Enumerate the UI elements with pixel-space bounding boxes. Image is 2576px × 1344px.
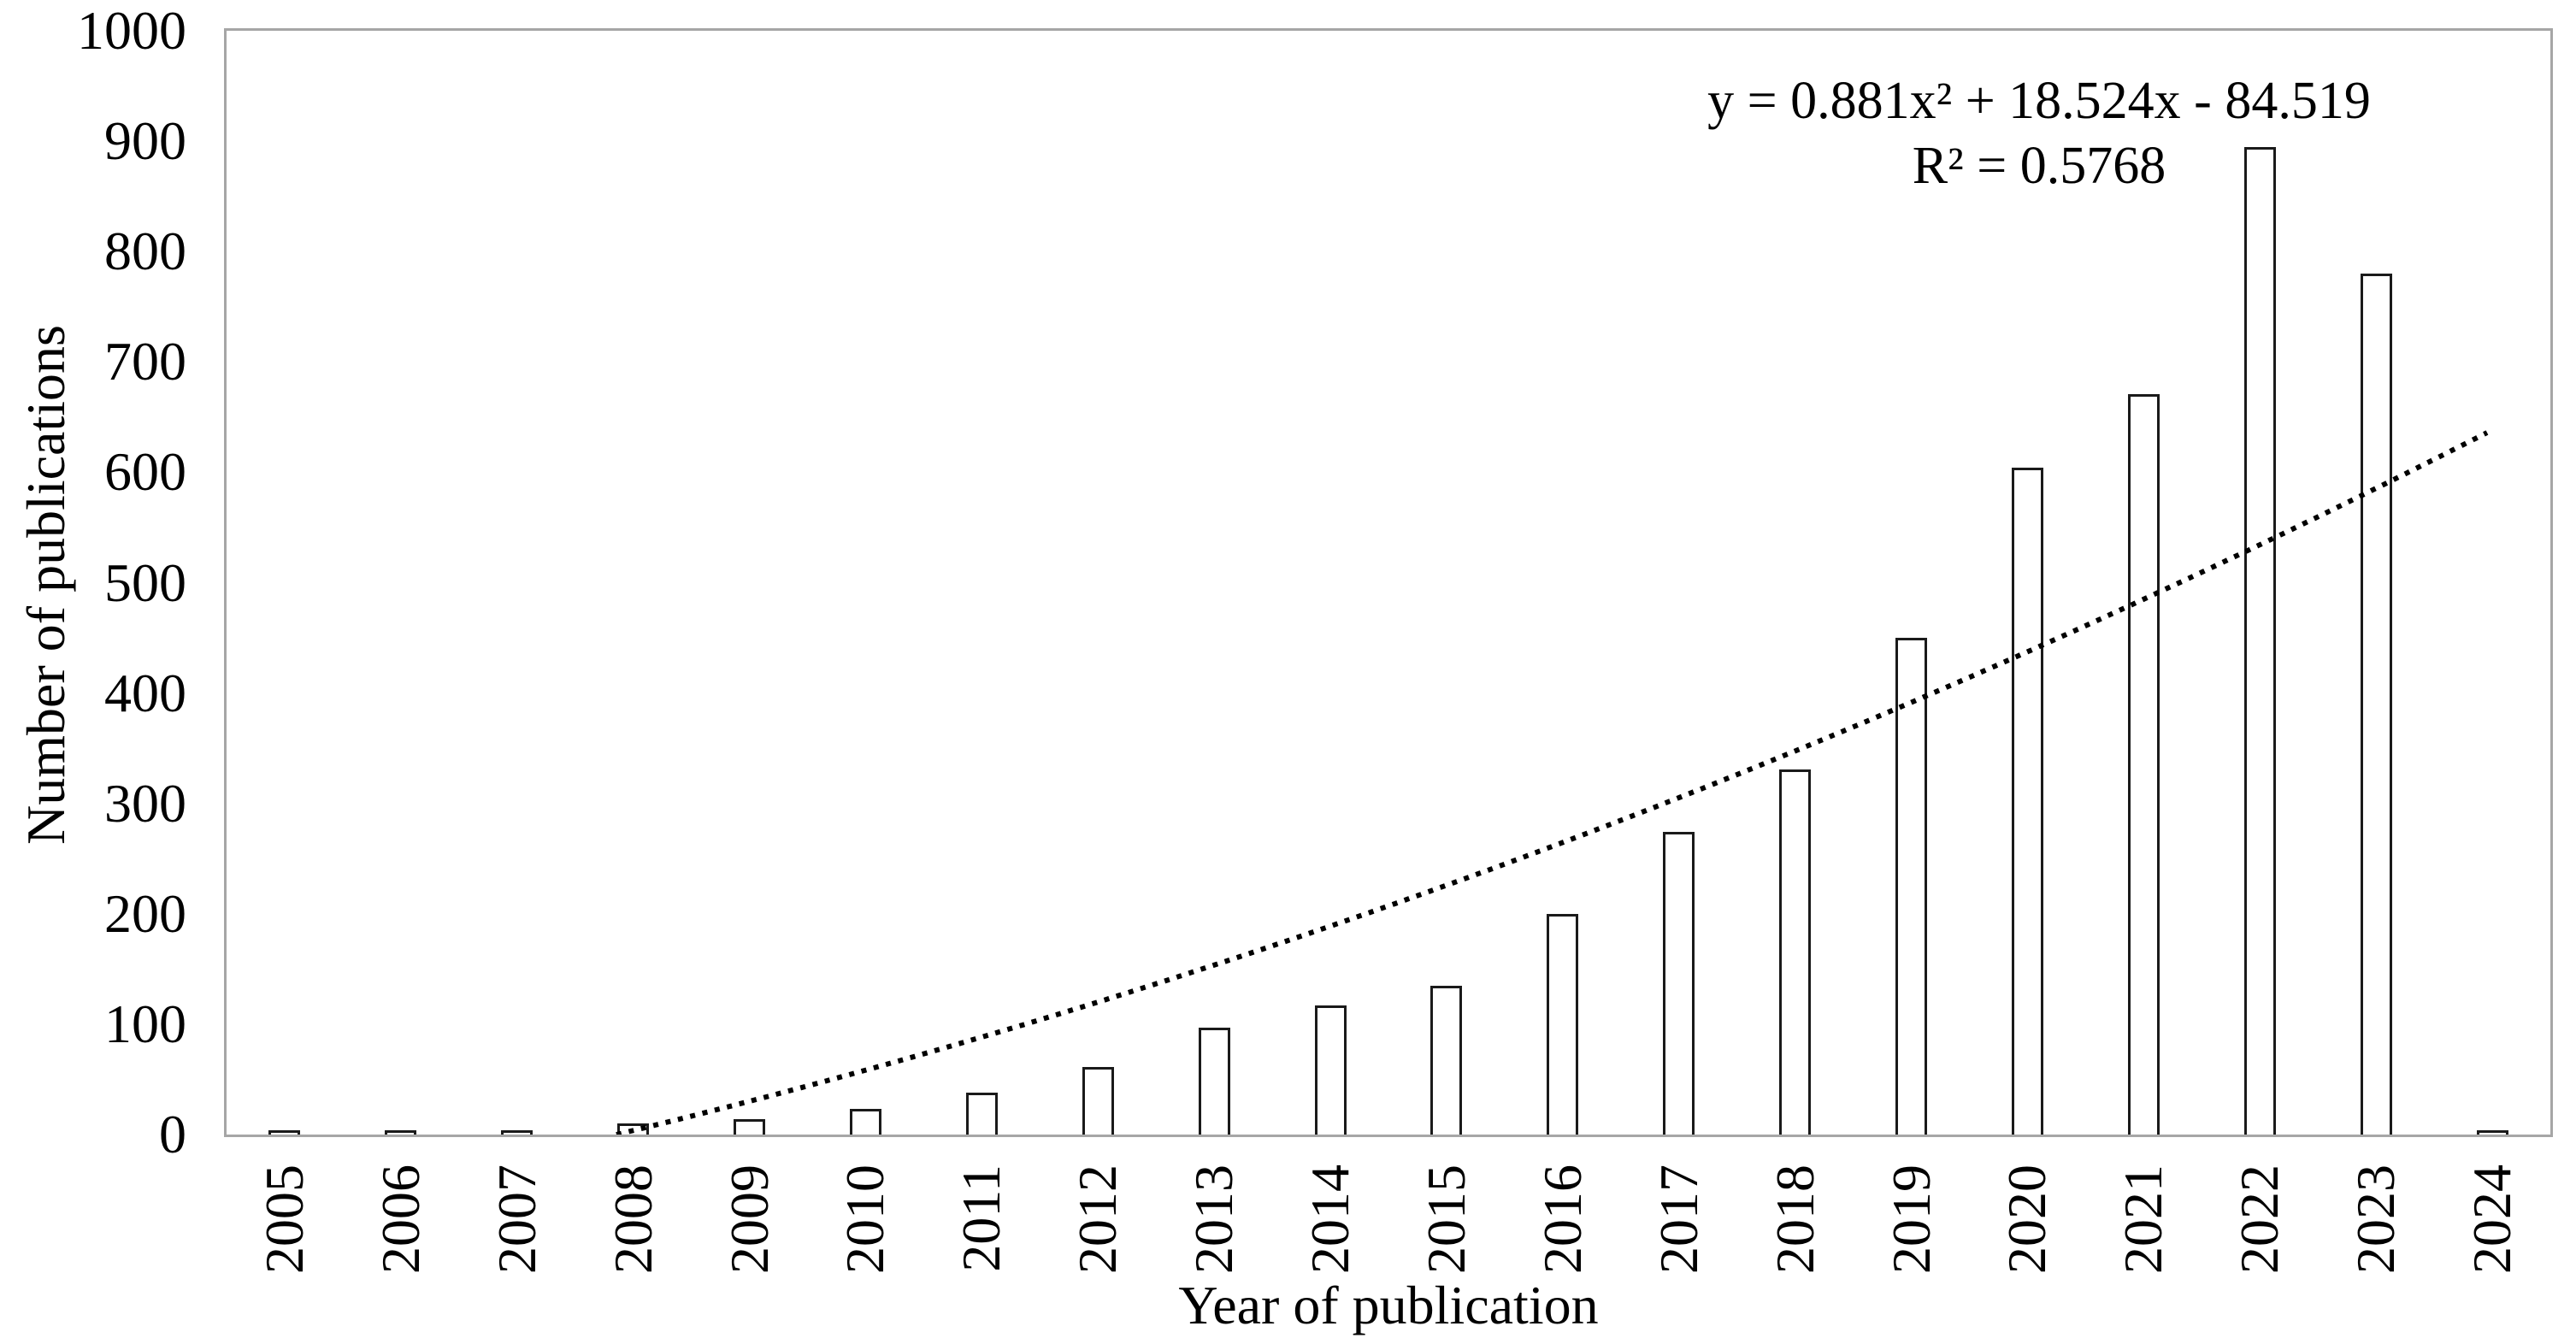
plot-area bbox=[224, 28, 2553, 1137]
bar-2014 bbox=[1314, 1005, 1347, 1135]
bar-2011 bbox=[965, 1092, 998, 1135]
x-tick-label-2024: 2024 bbox=[2461, 1164, 2523, 1274]
x-tick-label-2023: 2023 bbox=[2345, 1164, 2407, 1274]
y-tick-label-600: 600 bbox=[104, 441, 186, 503]
x-tick-label-2021: 2021 bbox=[2113, 1164, 2174, 1274]
bar-2020 bbox=[2011, 468, 2043, 1135]
bar-2022 bbox=[2243, 146, 2276, 1135]
x-tick-label-2009: 2009 bbox=[718, 1164, 780, 1274]
y-tick-label-500: 500 bbox=[104, 551, 186, 613]
bar-2012 bbox=[1082, 1067, 1114, 1135]
bar-2019 bbox=[1895, 638, 1928, 1135]
y-tick-label-900: 900 bbox=[104, 110, 186, 172]
bar-2024 bbox=[2476, 1129, 2508, 1135]
x-tick-label-2012: 2012 bbox=[1067, 1164, 1129, 1274]
y-axis-title: Number of publications bbox=[15, 325, 76, 845]
trendline-equation: y = 0.881x² + 18.524x - 84.519 bbox=[1707, 72, 2371, 130]
x-tick-label-2006: 2006 bbox=[369, 1164, 431, 1274]
bar-2006 bbox=[385, 1130, 417, 1135]
trendline-r-squared: R² = 0.5768 bbox=[1912, 137, 2166, 195]
trendline-annotation: y = 0.881x² + 18.524x - 84.519 R² = 0.57… bbox=[1697, 68, 2381, 198]
bar-2013 bbox=[1198, 1027, 1230, 1135]
bar-2017 bbox=[1663, 832, 1695, 1135]
x-tick-label-2011: 2011 bbox=[951, 1164, 1012, 1272]
bar-2005 bbox=[268, 1130, 301, 1135]
bar-2010 bbox=[849, 1109, 881, 1135]
x-tick-label-2005: 2005 bbox=[253, 1164, 315, 1274]
y-tick-label-800: 800 bbox=[104, 221, 186, 282]
bar-2018 bbox=[1779, 769, 1812, 1135]
y-tick-label-300: 300 bbox=[104, 772, 186, 834]
y-tick-label-1000: 1000 bbox=[77, 0, 186, 61]
y-tick-label-400: 400 bbox=[104, 662, 186, 723]
y-tick-label-100: 100 bbox=[104, 993, 186, 1054]
x-tick-label-2019: 2019 bbox=[1880, 1164, 1942, 1274]
bar-2007 bbox=[501, 1130, 533, 1135]
x-tick-label-2017: 2017 bbox=[1648, 1164, 1709, 1274]
x-tick-label-2008: 2008 bbox=[602, 1164, 663, 1274]
x-tick-label-2018: 2018 bbox=[1764, 1164, 1825, 1274]
y-tick-label-200: 200 bbox=[104, 882, 186, 944]
x-tick-label-2022: 2022 bbox=[2229, 1164, 2290, 1274]
bar-2016 bbox=[1547, 913, 1579, 1135]
y-tick-label-700: 700 bbox=[104, 331, 186, 392]
x-axis-title: Year of publication bbox=[1178, 1275, 1599, 1335]
y-tick-label-0: 0 bbox=[159, 1104, 186, 1164]
x-tick-label-2014: 2014 bbox=[1300, 1164, 1361, 1274]
bar-2008 bbox=[617, 1123, 650, 1135]
bar-2023 bbox=[2360, 274, 2392, 1135]
x-tick-label-2013: 2013 bbox=[1183, 1164, 1245, 1274]
x-tick-label-2007: 2007 bbox=[486, 1164, 547, 1274]
bar-2009 bbox=[734, 1118, 766, 1135]
x-tick-label-2015: 2015 bbox=[1415, 1164, 1477, 1274]
x-tick-label-2020: 2020 bbox=[1996, 1164, 2058, 1274]
bar-2015 bbox=[1430, 985, 1463, 1135]
x-tick-label-2010: 2010 bbox=[834, 1164, 896, 1274]
bar-2021 bbox=[2127, 393, 2160, 1135]
x-tick-label-2016: 2016 bbox=[1531, 1164, 1593, 1274]
